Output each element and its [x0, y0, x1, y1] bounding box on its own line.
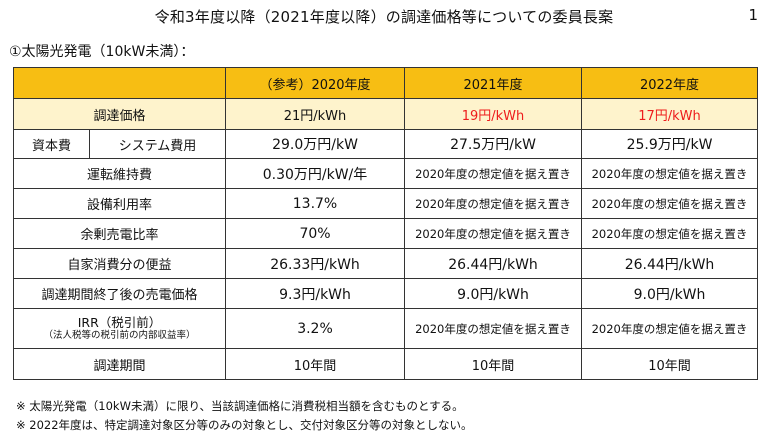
table-cell: 26.44円/kWh: [404, 248, 582, 279]
table-row-irr: IRR（税引前） （法人税等の税引前の内部収益率） 3.2% 2020年度の想定…: [13, 308, 758, 349]
row-sublabel: （法人税等の税引前の内部収益率）: [43, 330, 196, 341]
table-cell: 2020年度の想定値を据え置き: [581, 218, 758, 249]
table-cell: 2020年度の想定値を据え置き: [404, 218, 582, 249]
table-cell: 26.44円/kWh: [581, 248, 758, 279]
table-cell: 29.0万円/kW: [225, 129, 405, 159]
table-cell: 10年間: [404, 348, 582, 380]
table-cell: 9.0円/kWh: [404, 278, 582, 309]
irr-label-cell: IRR（税引前） （法人税等の税引前の内部収益率）: [13, 308, 226, 349]
row-label: 余剰売電比率: [13, 218, 226, 249]
page-title: 令和3年度以降（2021年度以降）の調達価格等についての委員長案: [154, 8, 614, 26]
table-row: 余剰売電比率 70% 2020年度の想定値を据え置き 2020年度の想定値を据え…: [13, 218, 758, 249]
price-2020: 21円/kWh: [225, 98, 405, 130]
table-cell: 2020年度の想定値を据え置き: [404, 308, 582, 349]
table-cell: 9.0円/kWh: [581, 278, 758, 309]
table-cell: 2020年度の想定値を据え置き: [404, 188, 582, 219]
table-cell: 2020年度の想定値を据え置き: [404, 158, 582, 189]
procurement-price-table: （参考）2020年度 2021年度 2022年度 調達価格 21円/kWh 19…: [13, 67, 758, 380]
row-label: 調達価格: [13, 98, 226, 130]
table-row: 設備利用率 13.7% 2020年度の想定値を据え置き 2020年度の想定値を据…: [13, 188, 758, 219]
table-cell: 26.33円/kWh: [225, 248, 405, 279]
table-cell: 2020年度の想定値を据え置き: [581, 188, 758, 219]
table-cell: 2020年度の想定値を据え置き: [581, 158, 758, 189]
price-2022: 17円/kWh: [581, 98, 758, 130]
table-row: 調達期間終了後の売電価格 9.3円/kWh 9.0円/kWh 9.0円/kWh: [13, 278, 758, 309]
header-2020: （参考）2020年度: [225, 67, 405, 99]
table-cell: 13.7%: [225, 188, 405, 219]
row-label: 設備利用率: [13, 188, 226, 219]
row-label: システム費用: [89, 129, 226, 159]
header-2021: 2021年度: [404, 67, 582, 99]
table-row: 運転維持費 0.30万円/kW/年 2020年度の想定値を据え置き 2020年度…: [13, 158, 758, 189]
section-subtitle: ①太陽光発電（10kW未満）：: [9, 44, 195, 60]
table-row: 自家消費分の便益 26.33円/kWh 26.44円/kWh 26.44円/kW…: [13, 248, 758, 279]
table-header-row: （参考）2020年度 2021年度 2022年度: [13, 67, 758, 99]
table-cell: 10年間: [225, 348, 405, 380]
row-label: 自家消費分の便益: [13, 248, 226, 279]
table-cell: 2020年度の想定値を据え置き: [581, 308, 758, 349]
table-cell: 3.2%: [225, 308, 405, 349]
table-cell: 25.9万円/kW: [581, 129, 758, 159]
footnote: ※ 太陽光発電（10kW未満）に限り、当該調達価格に消費税相当額を含むものとする…: [16, 399, 464, 413]
row-label: IRR（税引前）: [77, 315, 162, 330]
table-cell: 10年間: [581, 348, 758, 380]
row-label: 調達期間: [13, 348, 226, 380]
footnotes: ※ 太陽光発電（10kW未満）に限り、当該調達価格に消費税相当額を含むものとする…: [16, 397, 473, 435]
header-empty-cell: [13, 67, 226, 99]
price-2021: 19円/kWh: [404, 98, 582, 130]
table-cell: 9.3円/kWh: [225, 278, 405, 309]
table-cell: 27.5万円/kW: [404, 129, 582, 159]
table-row-price: 調達価格 21円/kWh 19円/kWh 17円/kWh: [13, 98, 758, 130]
row-label: 調達期間終了後の売電価格: [13, 278, 226, 309]
row-label: 運転維持費: [13, 158, 226, 189]
table-cell: 70%: [225, 218, 405, 249]
header-2022: 2022年度: [581, 67, 758, 99]
table-row-period: 調達期間 10年間 10年間 10年間: [13, 348, 758, 380]
table-row-system-cost: 資本費 システム費用 29.0万円/kW 27.5万円/kW 25.9万円/kW: [13, 129, 758, 159]
table-cell: 0.30万円/kW/年: [225, 158, 405, 189]
capital-cost-label: 資本費: [13, 129, 90, 159]
footnote: ※ 2022年度は、特定調達対象区分等のみの対象とし、交付対象区分等の対象としな…: [16, 418, 473, 432]
page-number: 1: [748, 6, 758, 24]
